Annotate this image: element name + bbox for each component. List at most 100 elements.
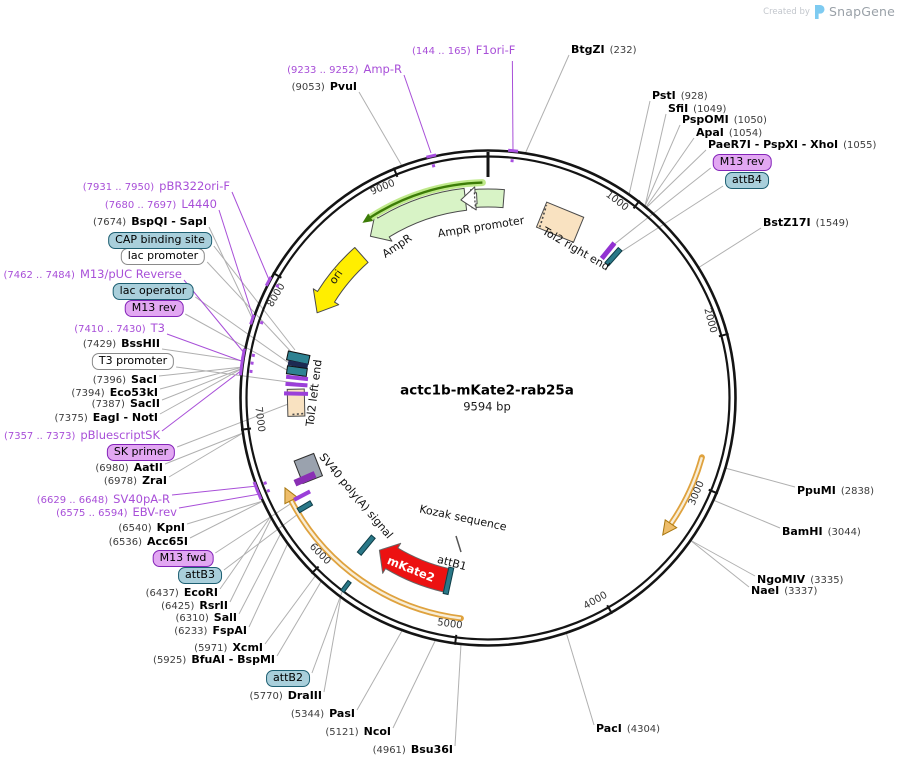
leader-line-sali (238, 532, 282, 615)
label-pbr322ori-f: (7931 .. 7950) pBR322ori-F (83, 179, 230, 195)
label-name: ZraI (142, 474, 167, 487)
label-name: Eco53kI (109, 386, 158, 399)
label-position: (9233 .. 9252) (287, 65, 359, 76)
label-draiii: (5770) DraIII (249, 689, 322, 704)
tick-label-5000: 5000 (436, 617, 463, 631)
leader-line-paci (565, 631, 595, 726)
tick-4000 (606, 604, 613, 615)
label-position: (144 .. 165) (412, 46, 471, 57)
attb1-bar (442, 566, 455, 596)
label-name: PstI (652, 89, 676, 102)
label-xcmi: (5971) XcmI (194, 641, 263, 656)
mcs-purple-bar-2 (285, 381, 308, 388)
label-position: (928) (680, 91, 708, 102)
plasmid-title: actc1b-mKate2-rab25a 9594 bp (400, 383, 574, 414)
label-position: (6310) (175, 613, 209, 624)
ori-arrow (312, 247, 369, 314)
leader-line-eco53ki (159, 366, 244, 390)
label-name: NgoMIV (757, 573, 806, 586)
label-sfii: SfiI (1049) (668, 102, 726, 117)
credit-prefix: Created by (763, 6, 810, 17)
label-name: PspOMI (682, 113, 729, 126)
tick-3000 (708, 488, 719, 495)
label-attb4: attB4 (725, 172, 769, 189)
plasmid-name: actc1b-mKate2-rab25a (400, 382, 574, 399)
credit-brand: SnapGene (828, 4, 895, 19)
leader-line-ecori (219, 515, 272, 590)
label-name: BfuAI - BspMI (191, 653, 275, 666)
tick-5000 (454, 634, 458, 645)
leader-line-saci (158, 366, 244, 377)
label-position: (1050) (733, 115, 767, 126)
leader-line-ebv-rev (178, 493, 261, 509)
label-position: (7674) (92, 217, 127, 228)
ampr-direction-line-arrowhead (362, 213, 374, 223)
label-position: (5121) (325, 727, 359, 738)
label-sv40pa-r: (6629 .. 6648) SV40pA-R (37, 492, 170, 508)
leader-line-t3 (166, 333, 245, 363)
tick-label-9000: 9000 (369, 178, 397, 198)
gene-arrow-bottom-core (290, 499, 462, 620)
leader-line-bsshii (161, 348, 245, 362)
label-t3-promoter: T3 promoter (91, 353, 175, 370)
t3-mark-dot (250, 361, 254, 365)
label-position: (3337) (784, 586, 818, 597)
tick-8000 (272, 271, 282, 279)
label-attb2: attB2 (266, 670, 310, 687)
label-name: EagI - NotI (92, 411, 158, 424)
label-position: (4304) (626, 724, 661, 735)
label-name: pBR322ori-F (159, 179, 230, 193)
leader-line-m13-fwd (215, 496, 302, 554)
label-amp-r: (9233 .. 9252) Amp-R (287, 62, 402, 78)
label-pspomi: PspOMI (1050) (682, 113, 767, 128)
plasmid-outer-ring (239, 149, 737, 647)
label-position: (6233) (174, 626, 208, 637)
label-position: (6629 .. 6648) (36, 495, 109, 506)
label-name: BspQI - SapI (131, 215, 207, 228)
label-name: AatII (133, 461, 163, 474)
label-position: (7396) (92, 375, 127, 386)
label-lac-promoter: lac promoter (120, 248, 206, 265)
label-pasi: (5344) PasI (291, 707, 355, 722)
m13-puc-reverse-mark-dot (251, 353, 256, 358)
sv40-purple-bar (293, 471, 317, 487)
label-name: BtgZI (571, 43, 605, 56)
leader-line-fspai (248, 542, 289, 628)
leader-line-sacii (161, 367, 244, 401)
t3-mark (239, 356, 245, 367)
m13-rev-right-bar (599, 241, 617, 261)
label-saci: (7396) SacI (93, 373, 157, 388)
leader-line-rsrii (229, 516, 273, 603)
label-position: (6425) (161, 601, 195, 612)
leader-line-ppumi (724, 467, 796, 488)
tick-label-7000: 7000 (252, 406, 266, 433)
label-name: XcmI (232, 641, 263, 654)
label-position: (3044) (827, 527, 861, 538)
label-ngomiv: NgoMIV (3335) (757, 573, 843, 588)
label-f1ori-f: (144 .. 165) F1ori-F (412, 43, 515, 59)
attb2-bar (340, 579, 352, 594)
l4440-mark-dot (259, 320, 264, 325)
label-m13-rev: M13 rev (124, 300, 184, 317)
label-position: (9053) (291, 82, 325, 93)
leader-line-cap-binding-site (213, 245, 296, 351)
pbluescriptsk-mark-dot (249, 369, 253, 374)
pbr322ori-f-mark (264, 276, 273, 287)
label-position: (4961) (372, 745, 406, 756)
leader-line-lac-operator (195, 296, 297, 369)
label-name: EcoRI (183, 586, 218, 599)
label-kpni: (6540) KpnI (118, 521, 185, 536)
label-position: (6437) (145, 588, 179, 599)
label-attb3: attB3 (178, 567, 222, 584)
label-name: Bsu36I (410, 743, 453, 756)
leader-line-sk-primer (176, 400, 297, 448)
label-name: PasI (329, 707, 355, 720)
label-ecori: (6437) EcoRI (146, 586, 218, 601)
label-ncoi: (5121) NcoI (325, 725, 391, 740)
mcs-navy-bar (287, 360, 309, 369)
leader-line-attb4 (612, 185, 724, 258)
leader-line-xcmi (264, 574, 317, 645)
label-pbluescriptsk: (7357 .. 7373) pBluescriptSK (4, 428, 160, 444)
tol2-right-end-box-hatch (539, 204, 548, 228)
